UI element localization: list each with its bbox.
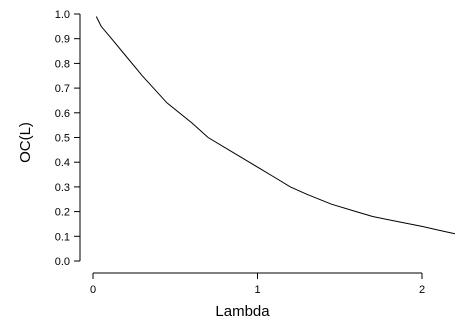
y-tick-label: 0.4 <box>55 157 70 169</box>
y-axis-title: OC(L) <box>17 122 34 163</box>
y-tick-label: 0.2 <box>55 207 70 219</box>
y-tick-label: 0.0 <box>55 256 70 268</box>
y-tick-label: 0.8 <box>55 58 70 70</box>
x-tick-label: 1 <box>254 284 260 296</box>
x-axis-title: Lambda <box>215 303 270 320</box>
y-tick-label: 0.5 <box>55 133 70 145</box>
y-tick-label: 0.6 <box>55 108 70 120</box>
y-tick-label: 0.7 <box>55 83 70 95</box>
oc-curve-line <box>95 16 456 235</box>
y-tick-label: 0.3 <box>55 182 70 194</box>
axes: 0.0 0.1 0.2 0.3 0.4 0.5 0.6 0.7 0.8 0.9 1.0 0 1 2 <box>55 9 425 296</box>
x-tick-label: 2 <box>419 284 425 296</box>
plot-area <box>95 16 456 235</box>
y-tick-label: 1.0 <box>55 9 70 21</box>
y-tick-label: 0.1 <box>55 231 70 243</box>
x-tick-label: 0 <box>90 284 96 296</box>
y-tick-label: 0.9 <box>55 34 70 46</box>
